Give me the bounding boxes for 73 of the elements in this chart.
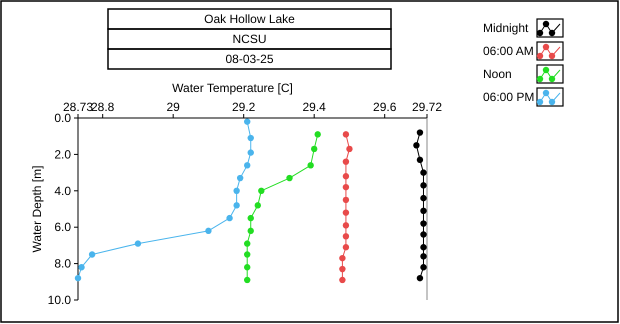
- legend-label: Midnight: [483, 21, 530, 35]
- point: [244, 264, 250, 270]
- point: [236, 174, 244, 182]
- point: [244, 162, 250, 169]
- point: [413, 142, 420, 148]
- point: [420, 231, 427, 238]
- x-tick-label: 28.73: [62, 100, 94, 114]
- point: [244, 251, 250, 258]
- y-tick-label: 4.0: [54, 184, 72, 198]
- point: [310, 146, 318, 152]
- point: [342, 173, 350, 180]
- point: [226, 214, 233, 222]
- point: [248, 149, 254, 156]
- legend-label: 06:00 AM: [483, 44, 534, 58]
- point: [342, 184, 350, 190]
- point: [314, 131, 321, 138]
- x-tick-label: 29: [166, 100, 180, 114]
- point: [416, 274, 424, 282]
- point: [420, 253, 427, 260]
- point: [342, 196, 350, 204]
- point: [342, 244, 350, 250]
- y-tick-label: 0.0: [54, 111, 72, 125]
- point: [244, 118, 250, 125]
- point: [420, 208, 427, 214]
- text: 08-03-25: [225, 52, 274, 66]
- point: [420, 244, 427, 250]
- point: [346, 146, 353, 152]
- point: [420, 264, 427, 270]
- point: [134, 240, 142, 247]
- point: [339, 266, 346, 272]
- x-tick-label: 28.8: [90, 100, 115, 114]
- point: [420, 194, 427, 202]
- legend-label: Noon: [483, 67, 512, 81]
- point: [342, 209, 350, 216]
- point: [342, 131, 350, 138]
- point: [286, 174, 293, 182]
- y-tick-label: 6.0: [54, 220, 72, 234]
- point: [420, 220, 427, 227]
- point: [416, 156, 424, 164]
- point: [248, 134, 254, 142]
- point: [258, 188, 265, 194]
- point: [233, 202, 240, 209]
- x-tick-label: 29.72: [412, 100, 442, 114]
- point: [342, 222, 350, 229]
- y-tick-label: 2.0: [54, 147, 72, 162]
- x-axis-title: Water Temperature [C]: [172, 81, 293, 95]
- point: [339, 276, 346, 284]
- point: [339, 254, 346, 262]
- x-tick-label: 29.6: [373, 100, 397, 114]
- point: [254, 202, 261, 209]
- point: [342, 233, 350, 240]
- y-axis-title: Water Depth [m]: [30, 166, 44, 252]
- point: [233, 188, 240, 194]
- point: [416, 129, 424, 136]
- point: [205, 228, 212, 234]
- point: [420, 169, 427, 176]
- point: [248, 228, 254, 234]
- point: [420, 182, 427, 189]
- point: [244, 276, 250, 284]
- chart-title: Oak Hollow Lake: [204, 12, 296, 26]
- point: [248, 214, 254, 222]
- chart-subtitle: NCSU: [232, 32, 267, 46]
- point: [78, 264, 85, 270]
- x-tick-label: 29.4: [302, 100, 326, 114]
- point: [244, 240, 250, 247]
- point: [88, 251, 96, 258]
- x-tick-label: 29.2: [232, 100, 256, 114]
- point: [74, 274, 82, 282]
- y-tick-label: 10.0: [48, 293, 72, 307]
- y-tick-label: 8.0: [54, 256, 72, 271]
- point: [307, 162, 314, 169]
- point: [342, 158, 350, 165]
- legend-label: 06:00 PM: [483, 90, 534, 104]
